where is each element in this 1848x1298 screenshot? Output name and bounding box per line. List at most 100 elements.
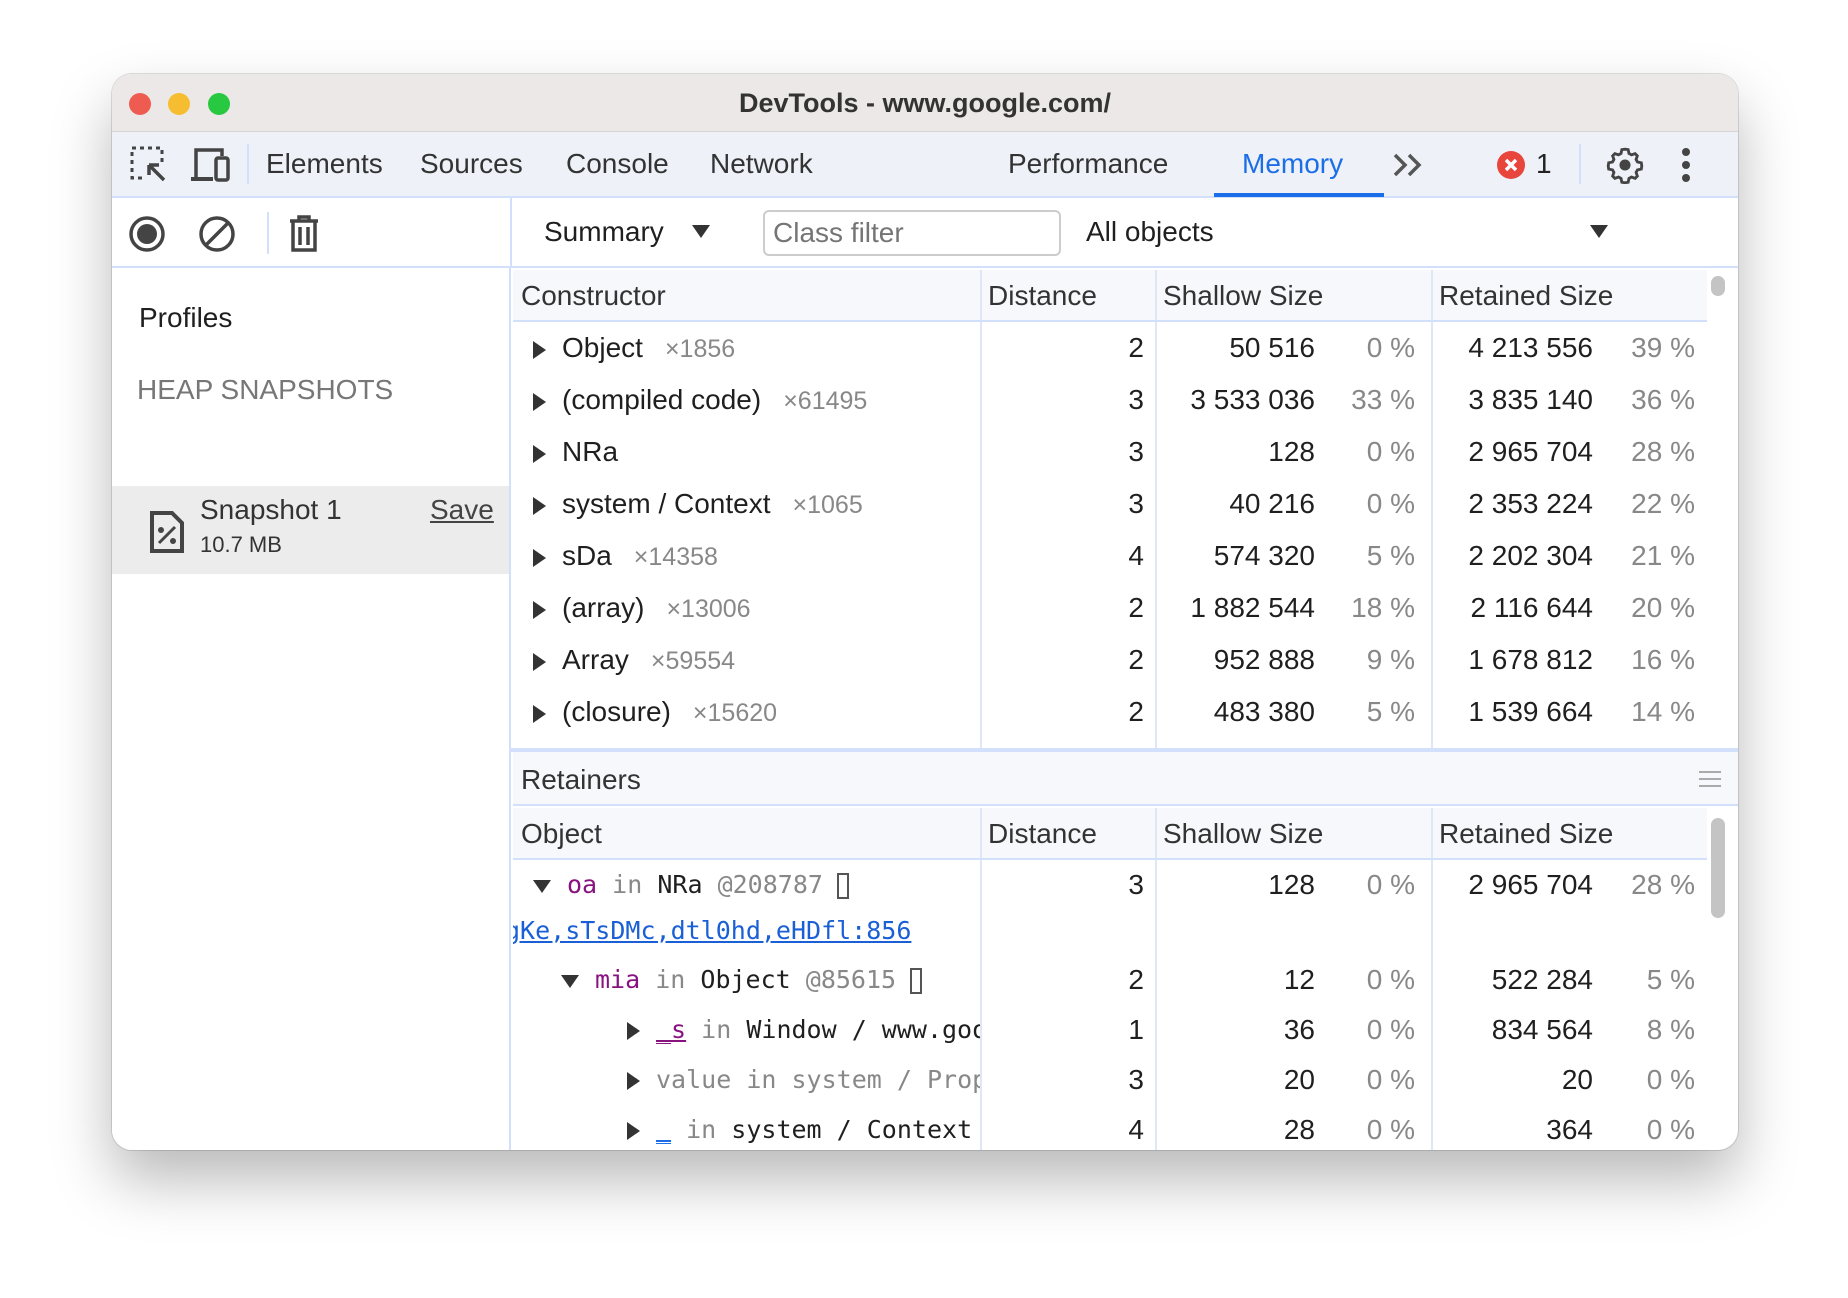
summary-scrollbar[interactable]	[1711, 276, 1725, 296]
cell-object: _s in Window / www.goo	[627, 1005, 980, 1055]
expand-arrow-icon[interactable]	[533, 704, 546, 723]
column-header[interactable]: Shallow Size	[1163, 818, 1324, 849]
cell-constructor: (array) ×13006	[533, 582, 973, 634]
close-window-button[interactable]	[129, 93, 151, 115]
object-name: Object	[700, 965, 791, 994]
retainer-row[interactable]: mia in Object @85615 2 12 0 % 522 284 5 %	[513, 955, 1707, 1005]
cell-constructor: NRa	[533, 426, 973, 478]
minimize-window-button[interactable]	[168, 93, 190, 115]
device-toolbar-icon[interactable]	[190, 146, 232, 184]
property-name: oa	[567, 870, 598, 899]
retainers-rows: oa in NRa @208787 3 128 0 % 2 965 704 28 % mia…	[513, 860, 1707, 1150]
cell-retained: 2 202 304	[1468, 540, 1593, 571]
drag-handle-icon[interactable]	[1699, 770, 1721, 788]
dropdown-arrow-icon	[692, 225, 710, 238]
column-divider	[1431, 270, 1433, 320]
error-icon[interactable]	[1496, 150, 1526, 180]
cell-constructor: Object ×1856	[533, 322, 973, 374]
summary-row[interactable]: sDa ×14358 4 574 320 5 % 2 202 304 21 %	[513, 530, 1707, 582]
expand-arrow-icon[interactable]	[533, 496, 546, 515]
snapshot-item[interactable]: Snapshot 1 10.7 MB Save	[112, 486, 509, 574]
summary-row[interactable]: system / Context ×1065 3 40 216 0 % 2 353 224…	[513, 478, 1707, 530]
object-name: system / Context	[731, 1115, 973, 1144]
cell-shallow-pct: 0 %	[1366, 332, 1415, 363]
column-divider	[980, 808, 982, 858]
settings-gear-icon[interactable]	[1606, 146, 1644, 184]
column-header[interactable]: Distance	[988, 818, 1097, 849]
column-header[interactable]: Retained Size	[1439, 280, 1614, 311]
column-header[interactable]: Distance	[988, 280, 1097, 311]
cell-constructor: Array ×59554	[533, 634, 973, 686]
retainer-row[interactable]: oa in NRa @208787 3 128 0 % 2 965 704 28 %	[513, 860, 1707, 910]
summary-row[interactable]: Object ×1856 2 50 516 0 % 4 213 556 39 %	[513, 322, 1707, 374]
column-header[interactable]: Shallow Size	[1163, 280, 1324, 311]
more-options-icon[interactable]	[1680, 146, 1692, 184]
expand-arrow-icon[interactable]	[533, 392, 546, 411]
column-header[interactable]: Retained Size	[1439, 818, 1614, 849]
cell-retained-pct: 8 %	[1646, 1014, 1695, 1045]
window-title: DevTools - www.google.com/	[738, 88, 1112, 118]
cell-shallow: 20	[1283, 1064, 1315, 1095]
expand-arrow-icon[interactable]	[533, 548, 546, 567]
in-keyword: in	[686, 1115, 717, 1144]
expand-arrow-icon[interactable]	[533, 444, 546, 463]
summary-row[interactable]: NRa 3 128 0 % 2 965 704 28 %	[513, 426, 1707, 478]
tab-memory[interactable]: Memory	[1242, 148, 1344, 179]
collapse-arrow-icon[interactable]	[533, 879, 551, 893]
retainers-scrollbar[interactable]	[1711, 818, 1725, 918]
error-count[interactable]: 1	[1536, 148, 1552, 179]
record-heap-snapshot-icon[interactable]	[128, 215, 166, 253]
summary-row[interactable]: Array ×59554 2 952 888 9 % 1 678 812 16 %	[513, 634, 1707, 686]
summary-row[interactable]: (compiled code) ×61495 3 3 533 036 33 % 3 835…	[513, 374, 1707, 426]
instance-count: ×1856	[664, 335, 736, 363]
objects-filter-select[interactable]: All objects	[1080, 198, 1720, 266]
property-name: value	[656, 1065, 732, 1094]
summary-row[interactable]: (array) ×13006 2 1 882 544 18 % 2 116 644 20 %	[513, 582, 1707, 634]
cell-shallow-pct: 18 %	[1351, 592, 1415, 623]
source-link[interactable]: gKe,sTsDMc,dtl0hd,eHDfl:856	[513, 916, 912, 945]
tab-performance[interactable]: Performance	[1008, 148, 1169, 179]
expand-arrow-icon[interactable]	[533, 600, 546, 619]
tab-network[interactable]: Network	[710, 148, 813, 179]
tab-elements[interactable]: Elements	[266, 148, 383, 179]
tab-sources[interactable]: Sources	[420, 148, 523, 179]
class-filter-input[interactable]	[763, 210, 1061, 256]
object-id: @208787	[717, 870, 823, 899]
cell-retained: 364	[1546, 1114, 1593, 1145]
view-select[interactable]: Summary	[532, 198, 712, 266]
tab-console[interactable]: Console	[566, 148, 669, 179]
retainers-header: Retainers	[513, 752, 1738, 806]
collapse-arrow-icon[interactable]	[561, 974, 579, 988]
reveal-icon[interactable]	[836, 873, 849, 899]
cell-distance: 3	[1128, 869, 1144, 900]
inspect-element-icon[interactable]	[130, 146, 168, 184]
cell-retained-pct: 20 %	[1631, 592, 1695, 623]
column-header[interactable]: Object	[521, 818, 602, 849]
object-id: @85615	[805, 965, 897, 994]
expand-arrow-icon[interactable]	[627, 1022, 640, 1040]
heap-snapshots-heading: HEAP SNAPSHOTS	[137, 374, 394, 405]
save-snapshot-link[interactable]: Save	[430, 494, 494, 525]
cell-distance: 3	[1128, 384, 1144, 415]
trash-icon[interactable]	[288, 215, 320, 253]
divider	[511, 748, 1738, 752]
expand-arrow-icon[interactable]	[627, 1122, 640, 1140]
maximize-window-button[interactable]	[208, 93, 230, 115]
devtools-window: DevTools - www.google.com/ Elements Sour…	[112, 74, 1738, 1150]
expand-arrow-icon[interactable]	[533, 340, 546, 359]
column-divider	[1431, 322, 1433, 750]
retainer-row[interactable]: _s in Window / www.goo 1 36 0 % 834 564 8 %	[513, 1005, 1707, 1055]
cell-distance: 4	[1128, 540, 1144, 571]
retainer-row[interactable]: value in system / Prop 3 20 0 % 20 0 %	[513, 1055, 1707, 1105]
more-tabs-icon[interactable]	[1392, 152, 1426, 178]
cell-distance: 2	[1128, 696, 1144, 727]
retainer-row[interactable]: _ in system / Context 4 28 0 % 364 0 %	[513, 1105, 1707, 1150]
expand-arrow-icon[interactable]	[627, 1072, 640, 1090]
expand-arrow-icon[interactable]	[533, 652, 546, 671]
divider	[510, 198, 512, 268]
reveal-icon[interactable]	[910, 968, 923, 994]
summary-row[interactable]: (closure) ×15620 2 483 380 5 % 1 539 664 14 %	[513, 686, 1707, 738]
clear-profiles-icon[interactable]	[198, 215, 236, 253]
cell-shallow: 128	[1268, 436, 1315, 467]
column-header[interactable]: Constructor	[521, 280, 666, 311]
